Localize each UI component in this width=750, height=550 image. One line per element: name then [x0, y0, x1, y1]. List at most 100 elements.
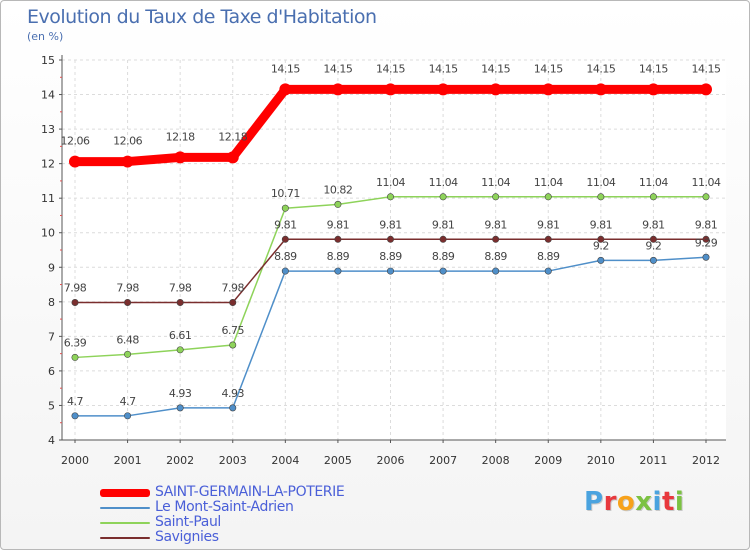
x-tick-label: 2008: [482, 454, 510, 467]
x-tick-label: 2009: [534, 454, 562, 467]
data-point: [386, 193, 394, 201]
data-label: 8.89: [432, 250, 455, 263]
data-point: [386, 235, 394, 243]
proxiti-logo: Proxiti: [584, 487, 684, 517]
data-label: 9.81: [274, 218, 297, 231]
data-point: [544, 193, 552, 201]
data-label: 12.06: [61, 135, 90, 148]
data-label: 14.15: [376, 62, 405, 75]
y-tick-label: 6: [48, 365, 55, 378]
data-point: [71, 299, 79, 307]
data-point: [492, 267, 500, 275]
data-point: [439, 193, 447, 201]
legend-swatch-savignies: [100, 537, 150, 539]
data-point: [542, 83, 555, 96]
data-label: 9.2: [593, 239, 609, 252]
data-label: 14.15: [271, 62, 300, 75]
chart-title: Evolution du Taux de Taxe d'Habitation: [27, 6, 377, 28]
legend-swatch-mont-saint-adrien: [100, 507, 150, 509]
data-label: 14.15: [429, 62, 458, 75]
data-point: [544, 267, 552, 275]
logo-letter: x: [635, 487, 653, 517]
logo-letter: i: [652, 487, 662, 517]
data-label: 7.98: [222, 282, 245, 295]
data-point: [647, 83, 660, 96]
logo-letter: r: [603, 487, 617, 517]
data-label: 14.15: [692, 62, 721, 75]
data-label: 11.04: [376, 176, 405, 189]
data-label: 11.04: [586, 176, 615, 189]
data-label: 14.15: [481, 62, 510, 75]
data-label: 8.89: [537, 250, 560, 263]
data-point: [700, 83, 712, 96]
data-label: 10.71: [271, 187, 300, 200]
y-tick-label: 11: [41, 192, 55, 205]
legend-label-mont-saint-adrien: Le Mont-Saint-Adrien: [155, 499, 294, 515]
data-label: 9.81: [432, 218, 455, 231]
data-point: [229, 299, 237, 307]
y-tick-label: 10: [41, 227, 55, 240]
data-point: [544, 235, 552, 243]
data-label: 11.04: [692, 176, 721, 189]
x-tick-label: 2002: [166, 454, 194, 467]
data-label: 14.15: [586, 62, 615, 75]
data-label: 9.2: [645, 239, 661, 252]
y-tick-label: 5: [48, 399, 55, 412]
data-label: 11.04: [639, 176, 668, 189]
data-point: [702, 193, 710, 201]
data-label: 6.48: [116, 333, 139, 346]
data-label: 12.18: [166, 130, 195, 143]
data-label: 9.81: [537, 218, 560, 231]
data-label: 6.39: [64, 336, 87, 349]
legend-swatch-saint-paul: [100, 522, 150, 524]
data-label: 4.7: [120, 395, 136, 408]
data-label: 9.81: [327, 218, 350, 231]
y-tick-label: 14: [41, 89, 55, 102]
data-point: [71, 353, 79, 361]
data-point: [439, 267, 447, 275]
data-label: 8.89: [484, 250, 507, 263]
x-tick-label: 2003: [219, 454, 247, 467]
chart-subtitle: (en %): [27, 30, 64, 43]
legend-label-saint-germain: SAINT-GERMAIN-LA-POTERIE: [155, 484, 345, 500]
data-point: [334, 200, 342, 208]
data-point: [437, 83, 450, 96]
data-point: [176, 404, 184, 412]
x-tick-label: 2012: [692, 454, 720, 467]
data-label: 8.89: [379, 250, 402, 263]
data-label: 8.89: [327, 250, 350, 263]
legend-swatch-saint-germain: [100, 489, 150, 497]
data-point: [121, 155, 134, 168]
data-point: [597, 256, 605, 264]
y-tick-label: 8: [48, 296, 55, 309]
data-label: 9.81: [695, 218, 718, 231]
x-tick-label: 2005: [324, 454, 352, 467]
data-point: [281, 235, 289, 243]
data-point: [174, 151, 187, 164]
logo-letter: o: [616, 487, 636, 517]
data-point: [492, 193, 500, 201]
legend-label-savignies: Savignies: [155, 529, 219, 545]
data-point: [649, 256, 657, 264]
x-tick-label: 2001: [114, 454, 142, 467]
data-point: [702, 253, 710, 261]
data-point: [71, 412, 79, 420]
x-tick-label: 2010: [587, 454, 615, 467]
logo-letter: t: [661, 487, 675, 517]
data-label: 14.15: [534, 62, 563, 75]
data-point: [649, 193, 657, 201]
data-label: 9.29: [695, 236, 718, 249]
data-point: [281, 204, 289, 212]
data-point: [279, 83, 292, 96]
data-point: [334, 267, 342, 275]
data-label: 6.75: [222, 324, 245, 337]
data-label: 11.04: [429, 176, 458, 189]
data-point: [229, 341, 237, 349]
y-tick-label: 4: [48, 434, 55, 447]
data-point: [334, 235, 342, 243]
data-point: [176, 299, 184, 307]
data-point: [281, 267, 289, 275]
y-tick-label: 9: [48, 261, 55, 274]
data-label: 4.93: [222, 387, 245, 400]
